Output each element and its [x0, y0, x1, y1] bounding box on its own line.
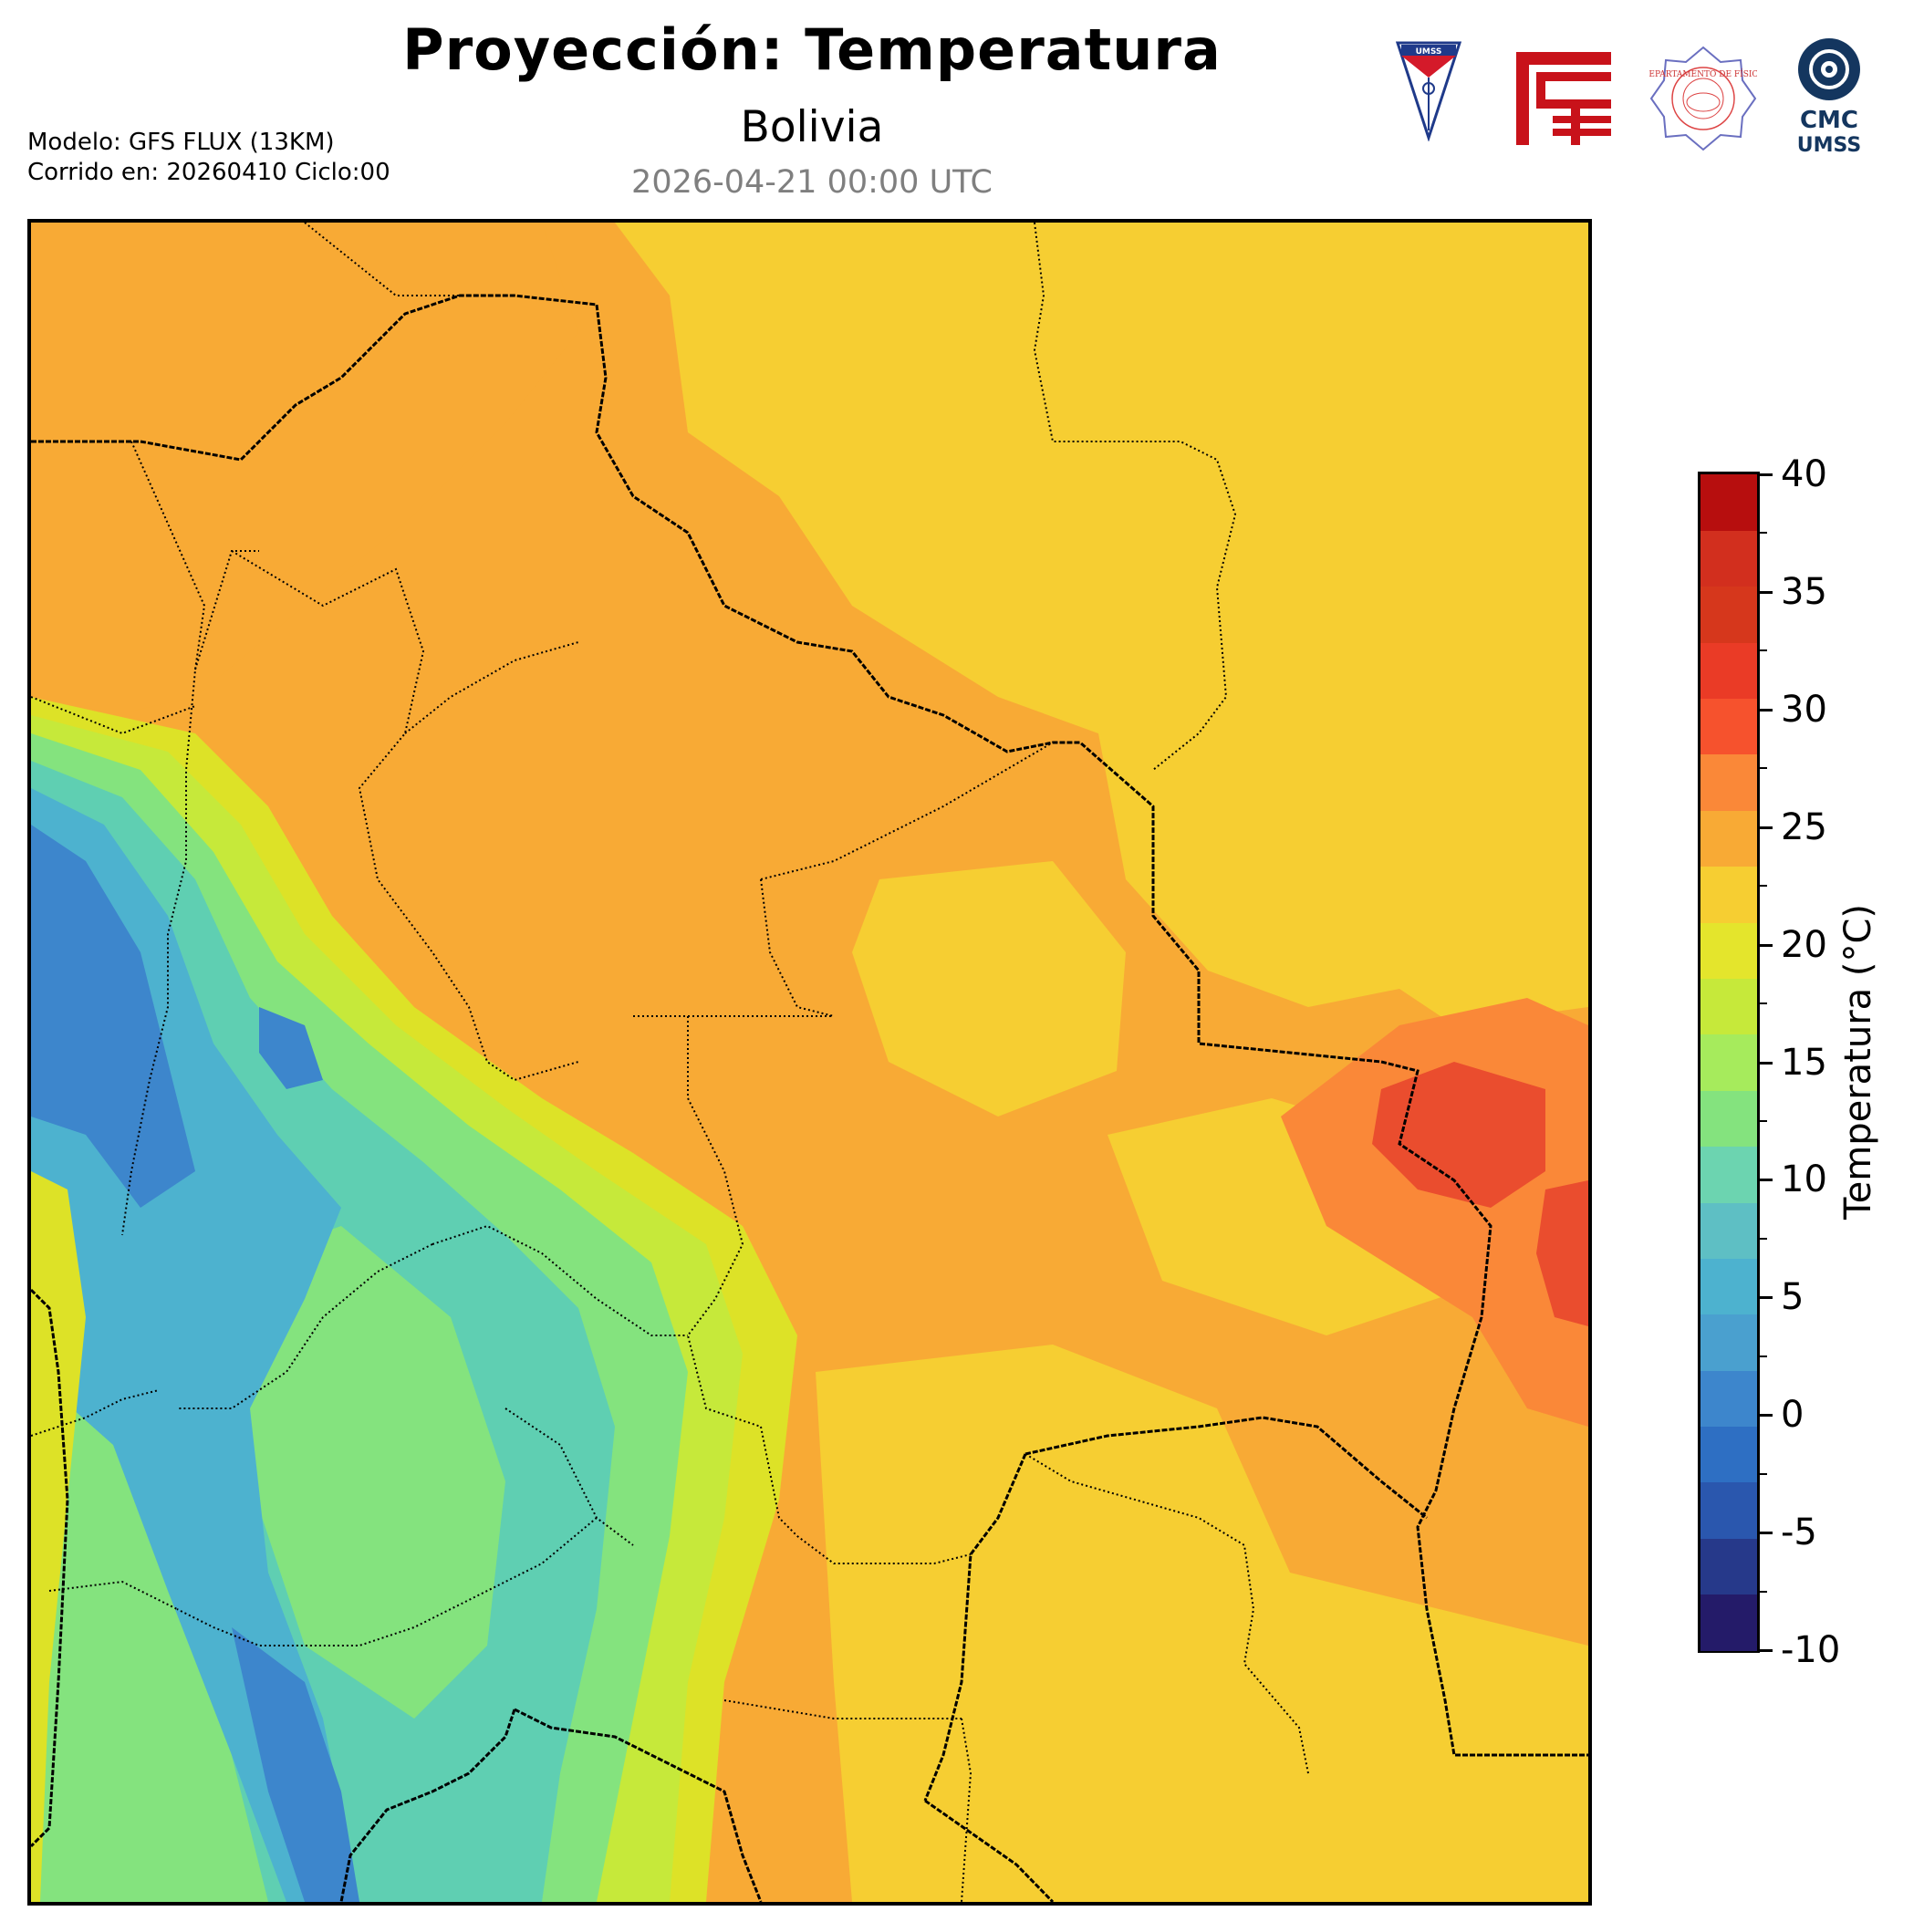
colorbar-segment — [1700, 866, 1757, 923]
field-blue-c — [259, 1007, 323, 1089]
colorbar-minor-tick — [1760, 1237, 1767, 1240]
field-red-e2 — [1536, 1180, 1588, 1326]
svg-text:CMC: CMC — [1800, 107, 1858, 134]
field-yellow-coast — [31, 1171, 86, 1902]
colorbar-major-tick — [1760, 708, 1773, 712]
colorbar-segment — [1700, 1314, 1757, 1371]
colorbar-major-tick — [1760, 826, 1773, 829]
colorbar-segment — [1700, 698, 1757, 755]
field-yellow-ne — [1053, 223, 1588, 971]
colorbar-minor-tick — [1760, 1119, 1767, 1122]
colorbar-tick-label: 40 — [1781, 453, 1827, 495]
colorbar-segment — [1700, 1034, 1757, 1091]
colorbar-minor-tick — [1760, 1002, 1767, 1005]
svg-text:UMSS: UMSS — [1416, 47, 1442, 57]
umss-shield-logo: UMSS — [1395, 41, 1462, 145]
colorbar-tick-label: 15 — [1781, 1041, 1827, 1084]
colorbar-minor-tick — [1760, 532, 1767, 535]
colorbar-tick-label: 0 — [1781, 1394, 1804, 1437]
colorbar-minor-tick — [1760, 1355, 1767, 1357]
colorbar-minor-tick — [1760, 885, 1767, 888]
colorbar-minor-tick — [1760, 649, 1767, 652]
colorbar-segment — [1700, 753, 1757, 811]
colorbar-segment — [1700, 1201, 1757, 1259]
colorbar-segment — [1700, 586, 1757, 643]
colorbar-segment — [1700, 530, 1757, 587]
colorbar-tick-label: 35 — [1781, 570, 1827, 613]
colorbar-segment — [1700, 1426, 1757, 1483]
svg-text:DEPARTAMENTO DE FÍSICA: DEPARTAMENTO DE FÍSICA — [1649, 68, 1757, 79]
colorbar-major-tick — [1760, 1414, 1773, 1418]
field-red-e — [1372, 1062, 1545, 1208]
colorbar-major-tick — [1760, 943, 1773, 947]
colorbar-tick-label: 30 — [1781, 688, 1827, 731]
colorbar-minor-tick — [1760, 1472, 1767, 1475]
chart-subtitle: Bolivia — [740, 102, 884, 152]
colorbar-segment — [1700, 978, 1757, 1035]
temperature-map — [27, 219, 1592, 1906]
colorbar-segment — [1700, 642, 1757, 700]
colorbar — [1698, 472, 1760, 1653]
colorbar-major-tick — [1760, 1649, 1773, 1652]
svg-text:UMSS: UMSS — [1797, 134, 1861, 157]
department-borders — [31, 223, 1309, 1902]
colorbar-tick-label: 10 — [1781, 1158, 1827, 1201]
colorbar-tick-label: 20 — [1781, 923, 1827, 966]
model-info: Modelo: GFS FLUX (13KM) Corrido en: 2026… — [27, 128, 390, 188]
field-yellow-center — [852, 861, 1126, 1117]
colorbar-minor-tick — [1760, 767, 1767, 770]
colorbar-major-tick — [1760, 1061, 1773, 1065]
field-blue-s — [232, 1627, 359, 1902]
fcyt-red-logo — [1516, 52, 1611, 149]
colorbar-major-tick — [1760, 1532, 1773, 1535]
chart-title: Proyección: Temperatura — [402, 16, 1222, 83]
colorbar-segment — [1700, 1146, 1757, 1203]
colorbar-segment — [1700, 810, 1757, 867]
colorbar-major-tick — [1760, 1296, 1773, 1300]
colorbar-segment — [1700, 1258, 1757, 1315]
colorbar-segment — [1700, 922, 1757, 980]
departamento-fisica-logo: DEPARTAMENTO DE FÍSICA — [1642, 46, 1764, 155]
colorbar-segment — [1700, 1090, 1757, 1148]
field-blue — [31, 825, 195, 1208]
field-light-green-altiplano — [213, 1226, 505, 1719]
field-orange-nw — [31, 223, 578, 733]
colorbar-tick-label: 5 — [1781, 1276, 1804, 1319]
colorbar-major-tick — [1760, 1179, 1773, 1182]
colorbar-segment — [1700, 1594, 1757, 1651]
temperature-field — [31, 223, 1588, 1902]
run-line: Corrido en: 20260410 Ciclo:00 — [27, 159, 390, 186]
model-line: Modelo: GFS FLUX (13KM) — [27, 129, 335, 156]
valid-time: 2026-04-21 00:00 UTC — [631, 164, 993, 201]
colorbar-tick-label: 25 — [1781, 805, 1827, 848]
colorbar-segment — [1700, 474, 1757, 531]
colorbar-segment — [1700, 1538, 1757, 1595]
colorbar-minor-tick — [1760, 1590, 1767, 1593]
colorbar-tick-label: -10 — [1781, 1629, 1841, 1671]
field-yellow-s — [816, 1345, 1588, 1902]
colorbar-major-tick — [1760, 473, 1773, 476]
colorbar-segment — [1700, 1481, 1757, 1539]
colorbar-major-tick — [1760, 590, 1773, 594]
cmc-umss-logo: CMC UMSS — [1788, 36, 1870, 162]
colorbar-segment — [1700, 1370, 1757, 1428]
colorbar-label: Temperatura (°C) — [1837, 903, 1879, 1220]
colorbar-tick-label: -5 — [1781, 1511, 1817, 1554]
